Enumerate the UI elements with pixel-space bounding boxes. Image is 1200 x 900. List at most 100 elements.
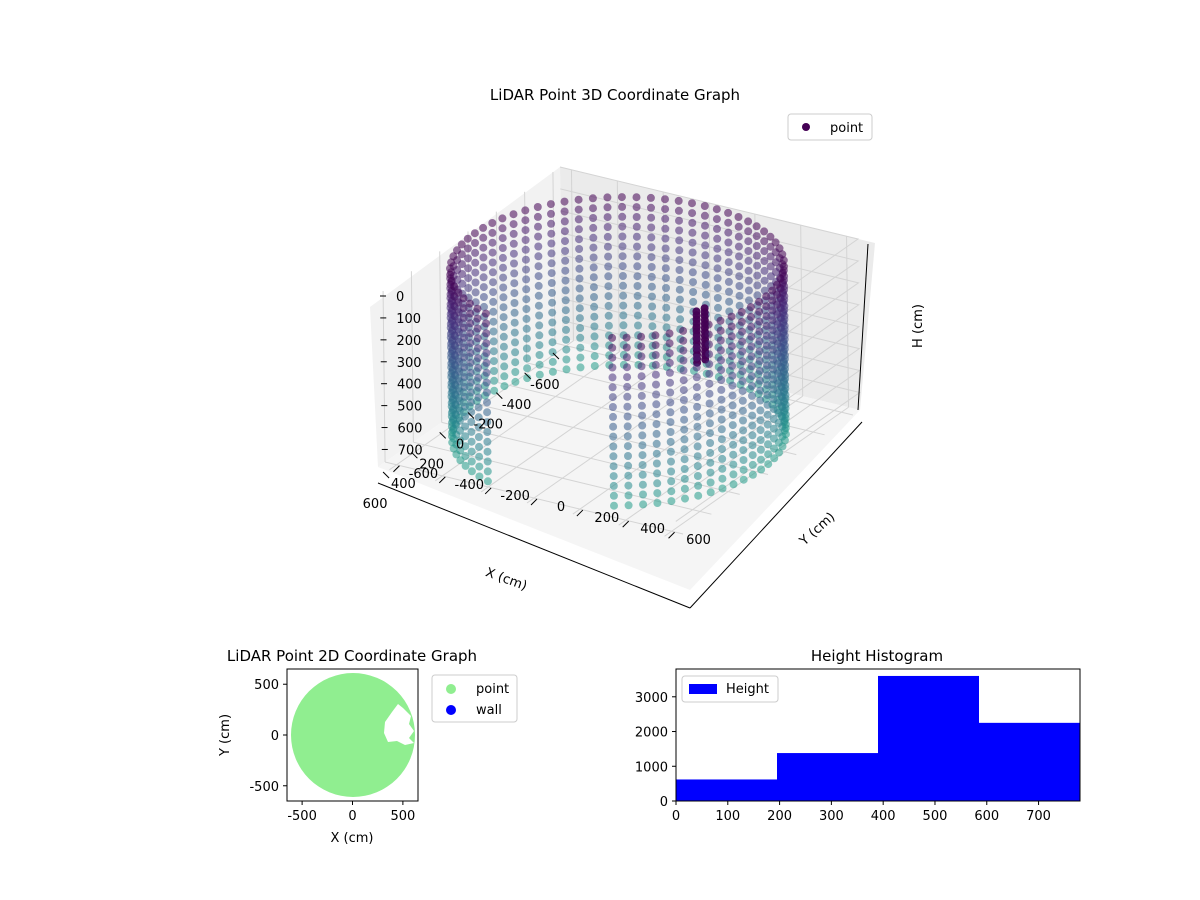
point-3d (735, 262, 744, 271)
point-3d (647, 213, 656, 222)
point-3d (666, 418, 675, 427)
point-3d (728, 391, 737, 400)
point-3d (652, 410, 661, 419)
point-3d (762, 312, 771, 321)
point-3d (778, 250, 787, 259)
point-3d (499, 273, 508, 282)
point-3d (466, 378, 475, 387)
grid-line-y (526, 373, 712, 504)
point-3d (548, 367, 557, 376)
point-3d (471, 278, 480, 287)
point-3d (675, 275, 684, 284)
point-3d (662, 323, 671, 332)
point-3d (483, 398, 491, 407)
z-axis-line (857, 243, 869, 411)
point-3d (575, 294, 584, 303)
point-3d (479, 223, 488, 232)
point-3d (560, 227, 569, 236)
point-3d (619, 311, 628, 320)
point-3d (700, 202, 709, 210)
point-3d (769, 385, 778, 394)
x-tick-label-hist: 300 (819, 809, 844, 824)
x-tick-label-2d: 500 (390, 809, 415, 824)
x-tick-label-3d: -600 (530, 378, 560, 393)
point-3d (647, 223, 656, 232)
point-3d (638, 411, 647, 420)
point-3d (769, 375, 778, 384)
point-3d (680, 425, 689, 434)
point-3d (452, 411, 460, 419)
x-tick-label-2d: -500 (287, 809, 317, 824)
point-3d (499, 322, 508, 331)
point-3d (546, 200, 555, 209)
point-3d (474, 354, 482, 363)
y-tick-label-2d: 0 (271, 729, 279, 744)
point-3d (701, 231, 710, 240)
point-3d (489, 317, 498, 326)
point-3d (724, 218, 733, 227)
point-3d (499, 303, 508, 312)
point-3d (704, 330, 713, 339)
point-3d (763, 371, 772, 380)
point-3d (652, 429, 661, 438)
x-tick-3d (467, 412, 475, 419)
point-3d (692, 324, 701, 332)
point-3d (488, 268, 497, 277)
point-3d (744, 256, 753, 265)
point-3d (769, 405, 778, 413)
y-tick-label-hist: 3000 (635, 691, 668, 706)
point-3d (675, 256, 684, 265)
x-tick-label-hist: 400 (871, 809, 896, 824)
point-3d (744, 247, 753, 255)
point-3d (576, 353, 585, 362)
point-3d (466, 329, 475, 338)
point-3d (576, 343, 585, 352)
point-3d (661, 234, 670, 243)
point-3d (768, 345, 777, 354)
point-3d (756, 436, 765, 444)
y-tick-label-hist: 2000 (635, 726, 668, 741)
point-3d (769, 355, 777, 364)
point-3d (713, 224, 721, 233)
point-3d (619, 281, 627, 290)
point-3d (463, 244, 472, 253)
chart-2d: LiDAR Point 2D Coordinate Graph -500 0 500… (218, 647, 518, 846)
point-3d (639, 490, 647, 499)
point-3d (488, 238, 497, 247)
point-3d (483, 477, 492, 486)
point-3d (499, 313, 508, 322)
point-3d (623, 363, 631, 372)
z-tick-label-3d: 200 (397, 334, 422, 349)
point-3d (752, 251, 761, 260)
point-3d (718, 474, 727, 483)
point-3d (609, 481, 618, 490)
point-3d (747, 332, 756, 341)
point-3d (604, 321, 613, 330)
point-3d (451, 381, 460, 390)
point-3d (483, 408, 492, 417)
point-3d (729, 480, 738, 489)
point-3d (609, 491, 618, 500)
point-3d (608, 333, 617, 342)
point-3d (762, 292, 771, 301)
point-3d (738, 337, 747, 346)
point-3d (451, 401, 460, 410)
point-3d (450, 312, 459, 321)
point-3d (603, 203, 612, 212)
point-3d (482, 319, 490, 328)
point-3d (766, 232, 775, 241)
point-3d (675, 285, 684, 294)
point-3d (661, 224, 670, 233)
point-3d (662, 303, 671, 312)
point-3d (713, 254, 722, 263)
point-3d (748, 460, 757, 469)
point-3d (575, 314, 584, 323)
point-3d (688, 258, 697, 267)
point-3d (729, 450, 738, 459)
point-3d (604, 252, 613, 261)
point-3d (534, 222, 542, 231)
point-3d (618, 272, 627, 280)
point-3d (575, 304, 584, 313)
point-3d (467, 467, 476, 476)
point-3d (727, 342, 736, 351)
